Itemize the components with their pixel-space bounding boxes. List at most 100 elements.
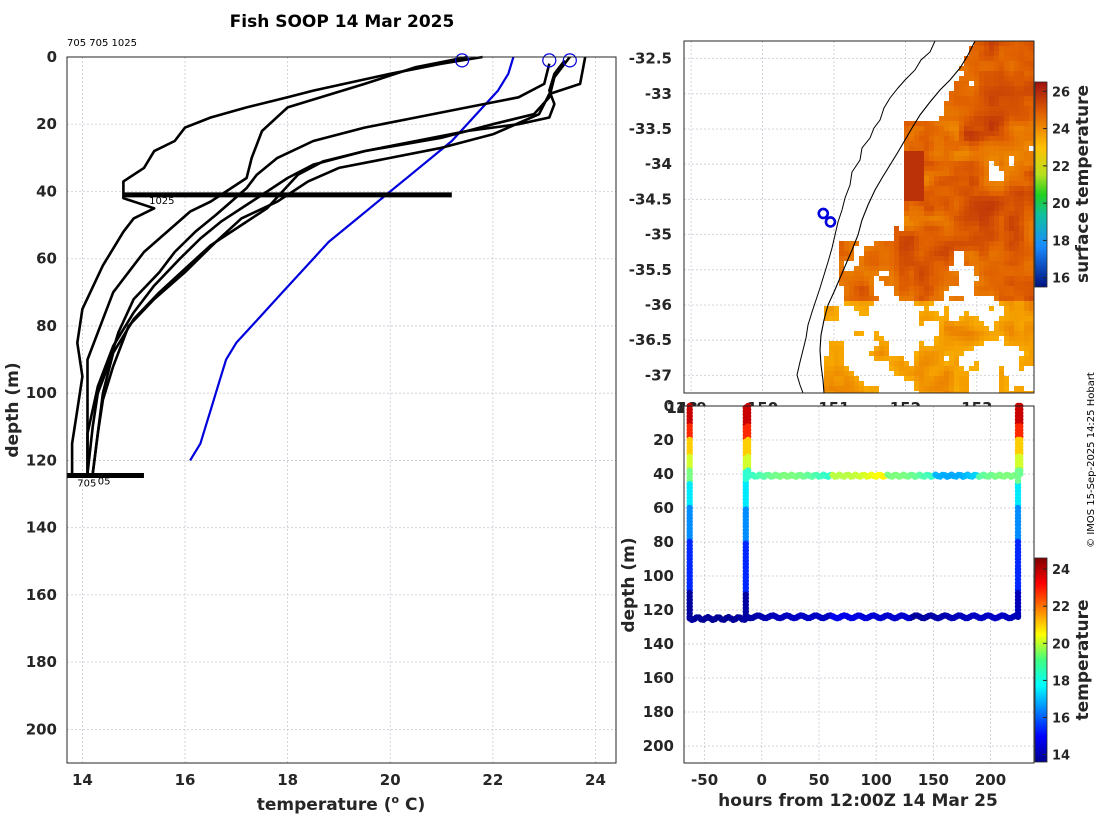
td-ytick-label: 180 [643,703,674,721]
sst-cells-160 [969,366,979,371]
surface-marker-1 [542,53,557,68]
profile-line-profile-2 [86,55,468,474]
td-dots-59 [838,472,848,480]
sst-cells-104 [974,201,979,206]
sst-cells-142 [954,321,959,326]
profile-line-profile-5 [91,56,587,475]
sst-cells-88 [969,131,974,136]
td-ytick-label: 160 [643,669,674,687]
sst-cells-108 [989,206,994,211]
sst-cells-114 [1029,296,1034,301]
sst-cells-3 [989,41,994,46]
temp-colorbar [1034,557,1048,763]
sst-cells-109 [994,206,999,211]
sst-cells-23 [894,51,1029,296]
profile-ytick-label: 0 [47,48,57,66]
profile-annotation: 705 705 1025 [67,38,137,49]
sst-cells-157 [944,336,949,341]
temp-cbar-tick-label: 22 [1052,600,1070,615]
temp-colorbar-ticks: 14 16 18 20 22 24 [1043,563,1070,764]
map-heatmap [824,41,1034,393]
td-ytick-label: 40 [653,465,674,483]
profile-ytick-label: 200 [26,720,57,738]
sst-cells-82 [989,126,994,131]
sst-cells-117 [824,301,1024,393]
sst-cells-99 [829,151,1024,391]
profile-line-climatology [189,56,515,461]
profile-xtick-label: 16 [175,771,196,789]
sst-cbar-tick-label: 16 [1052,272,1070,287]
sst-cbar-tick-label: 22 [1052,160,1070,175]
sst-cells-128 [834,306,1034,393]
profile-xlabel-main: temperature ( [257,795,392,815]
sst-cells-58 [974,86,1024,131]
td-dots-16 [707,614,728,624]
profile-xtick-label: 18 [277,771,298,789]
sst-cells-86 [849,131,1029,301]
sst-cbar-tick-label: 26 [1052,85,1070,100]
time-depth-panel: -50 0 50 100 150 200 0 20 40 60 80 100 120 140 160 180 2… [619,397,1093,811]
td-xtick-label: 150 [918,771,949,789]
depth-label: 705 [77,478,96,489]
profile-ytick-label: 40 [36,182,57,200]
sst-cells-89 [919,131,984,276]
sst-cells-42 [869,71,1019,271]
profile-ytick-label: 140 [26,519,57,537]
sst-cells-50 [959,81,1019,246]
temp-cbar-tick-label: 16 [1052,711,1070,726]
chart-title: Fish SOOP 14 Mar 2025 [230,12,455,32]
profile-xtick-label: 22 [482,771,503,789]
td-ytick-label: 140 [643,635,674,653]
map-ytick-label: -34 [645,155,672,173]
profile-xtick-label: 14 [72,771,93,789]
profile-ytick-label: 180 [26,653,57,671]
td-grid [684,405,1034,763]
td-ytick-label: 80 [653,533,674,551]
profile-xlabel-sup: o [392,793,400,806]
sst-cells-98 [1009,151,1014,156]
profile-ticks: 14 16 18 20 22 24 0 20 40 60 80 100 120 140 160 180 200 [26,48,606,789]
temp-cbar-tick-label: 18 [1052,674,1070,689]
map-ytick-label: -32.5 [629,50,672,68]
td-ylabel: depth (m) [619,537,639,632]
sst-cells-76 [989,121,994,126]
profile-xlabel: temperature (o C) [257,793,426,815]
depth-label: 1025 [149,196,174,207]
map-ytick-label: -34.5 [629,190,672,208]
sst-colorbar-label: surface temperature [1073,85,1093,283]
profile-line-profile-4 [86,56,571,474]
profile-line-profile-1 [70,55,483,474]
sst-cells-22 [874,51,1034,296]
sst-cells-106 [989,201,994,206]
sst-cells-59 [989,86,1034,241]
sst-cbar-tick-label: 24 [1052,123,1070,138]
td-xtick-label: 200 [975,771,1006,789]
td-dots-121 [795,612,999,622]
map-axes-box [683,40,1035,394]
td-dots-89 [946,471,955,480]
profile-ytick-label: 20 [36,115,57,133]
td-ticks: -50 0 50 100 150 200 0 20 40 60 80 100 120 140 160 180 2… [643,397,1007,789]
sst-colorbar-ticks: 16 18 20 22 24 26 [1043,85,1070,287]
temp-cbar-tick-label: 20 [1052,637,1070,652]
map-ytick-label: -37 [645,366,672,384]
fish-position-marker-0 [817,207,830,220]
td-ytick-label: 20 [653,431,674,449]
sst-cells-85 [844,126,1034,296]
profile-xtick-label: 20 [380,771,401,789]
profile-xlabel-end: C) [399,795,425,815]
sst-cells-16 [969,46,1014,226]
profile-ytick-label: 100 [26,384,57,402]
map-ytick-label: -36.5 [629,331,672,349]
profile-xtick-label: 24 [585,771,606,789]
td-dots-99 [985,467,1024,480]
sst-cells-84 [859,126,1034,301]
td-ytick-label: 120 [643,601,674,619]
td-dots-37 [783,471,1010,480]
coastline [796,41,936,393]
profile-line-profile-6 [91,59,566,475]
profile-marks-layer: 1025 705 05 [67,53,577,489]
td-ytick-label: 100 [643,567,674,585]
sst-cells-158 [849,336,964,393]
